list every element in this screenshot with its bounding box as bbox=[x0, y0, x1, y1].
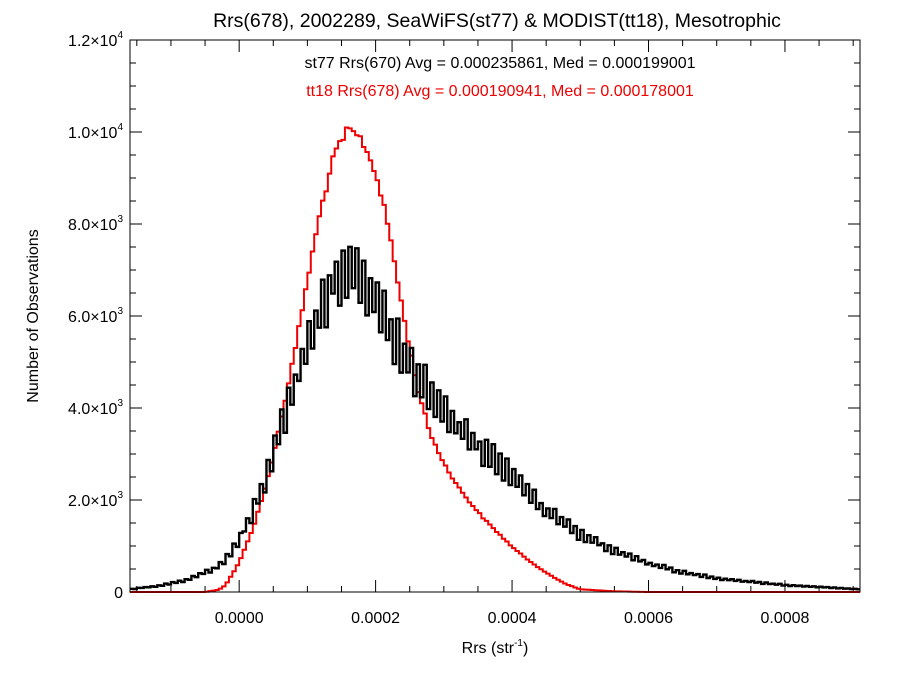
x-axis-label-close: ) bbox=[523, 640, 528, 657]
y-tick-mantissa: 8.0×10 bbox=[68, 217, 117, 234]
x-axis-label-superscript: -1 bbox=[514, 638, 523, 649]
x-tick-label: 0.0008 bbox=[760, 610, 809, 627]
series-line-tt18 bbox=[130, 126, 860, 593]
y-tick-mantissa: 2.0×10 bbox=[68, 493, 117, 510]
series-line-st77 bbox=[130, 245, 860, 591]
y-tick-exponent: 3 bbox=[117, 490, 123, 501]
y-tick-exponent: 4 bbox=[117, 30, 123, 41]
y-tick-label: 8.0×103 bbox=[68, 214, 123, 234]
y-tick-label: 0 bbox=[114, 585, 123, 602]
x-tick-label: 0.0000 bbox=[215, 610, 264, 627]
x-tick-label: 0.0004 bbox=[488, 610, 537, 627]
annotation-st77: st77 Rrs(670) Avg = 0.000235861, Med = 0… bbox=[304, 55, 695, 72]
y-tick-label: 1.0×104 bbox=[68, 122, 123, 142]
y-tick-label: 2.0×103 bbox=[68, 490, 123, 510]
y-tick-exponent: 4 bbox=[117, 122, 123, 133]
y-tick-exponent: 3 bbox=[117, 214, 123, 225]
y-tick-label: 4.0×103 bbox=[68, 398, 123, 418]
y-tick-mantissa: 0 bbox=[114, 585, 123, 602]
y-tick-mantissa: 1.2×10 bbox=[68, 33, 117, 50]
annotation-tt18: tt18 Rrs(678) Avg = 0.000190941, Med = 0… bbox=[306, 83, 694, 100]
plot-frame bbox=[129, 39, 861, 593]
x-tick-label: 0.0006 bbox=[624, 610, 673, 627]
x-axis-label-main: Rrs (str bbox=[462, 640, 515, 657]
y-tick-labels: 02.0×1034.0×1036.0×1038.0×1031.0×1041.2×… bbox=[68, 30, 123, 602]
y-tick-exponent: 3 bbox=[117, 398, 123, 409]
y-tick-mantissa: 1.0×10 bbox=[68, 125, 117, 142]
x-axis-label: Rrs (str-1) bbox=[462, 638, 529, 657]
y-tick-mantissa: 4.0×10 bbox=[68, 401, 117, 418]
y-tick-label: 1.2×104 bbox=[68, 30, 123, 50]
axis-ticks bbox=[130, 39, 860, 593]
x-tick-label: 0.0002 bbox=[351, 610, 400, 627]
y-tick-label: 6.0×103 bbox=[68, 306, 123, 326]
y-tick-exponent: 3 bbox=[117, 306, 123, 317]
y-axis-label: Number of Observations bbox=[25, 229, 42, 402]
chart-title: Rrs(678), 2002289, SeaWiFS(st77) & MODIS… bbox=[213, 10, 781, 32]
y-tick-mantissa: 6.0×10 bbox=[68, 309, 117, 326]
x-tick-labels: 0.0000 0.0002 0.0004 0.0006 0.0008 bbox=[215, 610, 810, 627]
plot-series bbox=[130, 126, 860, 593]
